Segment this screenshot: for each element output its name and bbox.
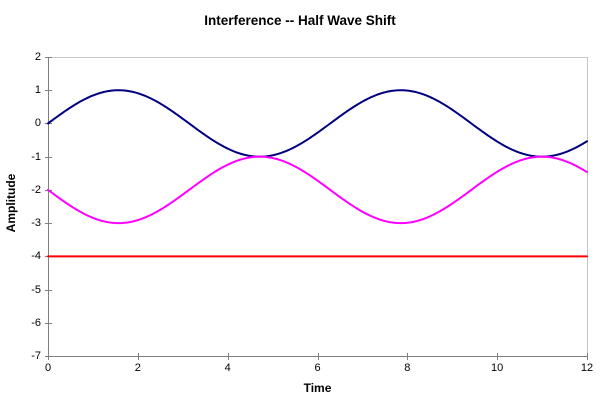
x-axis-title: Time xyxy=(303,381,332,395)
y-tick-label: -7 xyxy=(31,350,41,362)
y-tick-label: -4 xyxy=(31,250,41,263)
y-tick-label: 2 xyxy=(34,51,41,63)
x-tick-label: 2 xyxy=(134,362,141,374)
y-tick-label: -5 xyxy=(31,283,41,296)
y-tick-label: -6 xyxy=(31,316,41,329)
y-tick-label: -1 xyxy=(31,150,41,163)
y-tick-label: 0 xyxy=(34,117,41,130)
x-tick-label: 4 xyxy=(224,362,231,374)
x-tick-label: 12 xyxy=(580,362,594,374)
x-tick-label: 10 xyxy=(491,362,504,374)
series-wave-2-half-wave-shifted xyxy=(47,155,588,225)
chart-title: Interference -- Half Wave Shift xyxy=(204,13,396,28)
y-tick-label: -3 xyxy=(31,217,41,230)
plot-background xyxy=(48,57,587,356)
series-wave-1 xyxy=(47,89,588,158)
y-tick-label: -2 xyxy=(31,183,41,196)
x-tick-label: 8 xyxy=(404,362,411,374)
x-tick-label: 0 xyxy=(44,362,52,374)
x-tick-label: 6 xyxy=(314,362,321,374)
y-tick-label: 1 xyxy=(34,84,41,97)
